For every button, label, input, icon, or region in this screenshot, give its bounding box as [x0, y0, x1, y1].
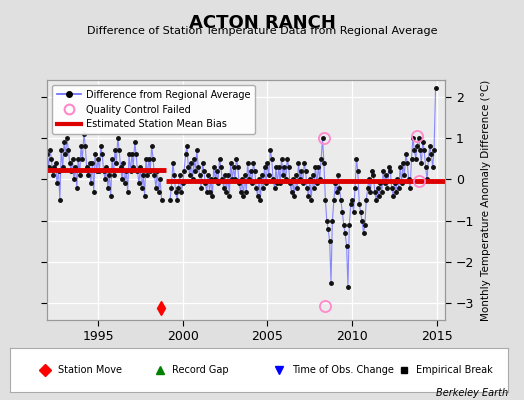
Text: ACTON RANCH: ACTON RANCH [189, 14, 335, 32]
Text: Difference of Station Temperature Data from Regional Average: Difference of Station Temperature Data f… [87, 26, 437, 36]
Text: Time of Obs. Change: Time of Obs. Change [292, 365, 394, 375]
Y-axis label: Monthly Temperature Anomaly Difference (°C): Monthly Temperature Anomaly Difference (… [481, 79, 491, 321]
Text: Record Gap: Record Gap [172, 365, 229, 375]
Legend: Difference from Regional Average, Quality Control Failed, Estimated Station Mean: Difference from Regional Average, Qualit… [52, 85, 255, 134]
Text: Berkeley Earth: Berkeley Earth [436, 388, 508, 398]
Text: Empirical Break: Empirical Break [416, 365, 493, 375]
Text: Station Move: Station Move [58, 365, 122, 375]
